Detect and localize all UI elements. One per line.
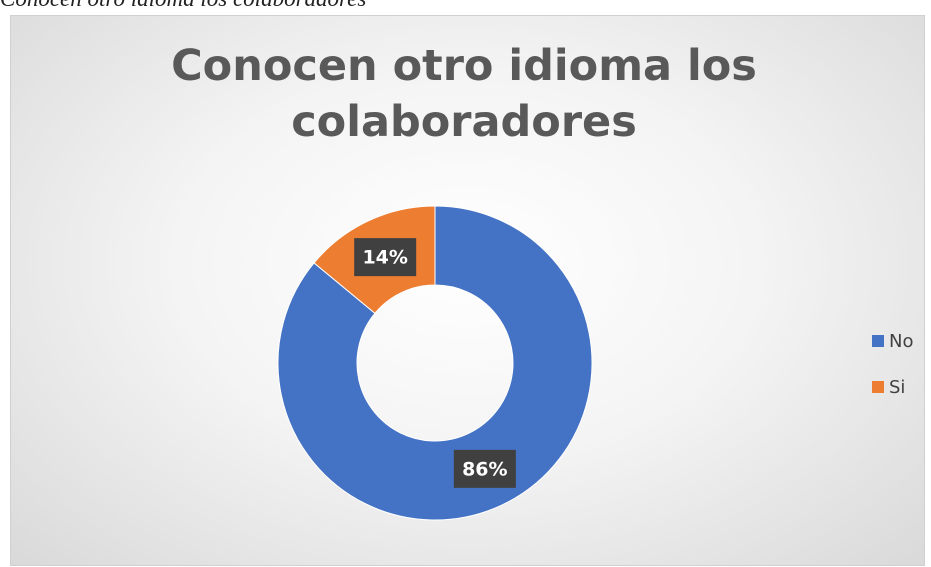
data-label: 86% bbox=[462, 458, 507, 480]
chart: 86% 14% No Si bbox=[277, 205, 913, 521]
chart-area: Conocen otro idioma los colaboradores 86… bbox=[10, 15, 925, 566]
caption: Conocen otro idioma los colaboradores bbox=[0, 0, 366, 12]
legend-label: No bbox=[889, 331, 913, 352]
doughnut-slice bbox=[277, 205, 593, 521]
chart-title: Conocen otro idioma los colaboradores bbox=[171, 41, 757, 147]
legend-swatch bbox=[872, 381, 884, 393]
legend-label: Si bbox=[889, 377, 905, 398]
data-label: 14% bbox=[362, 247, 407, 269]
legend-swatch bbox=[872, 335, 884, 347]
data-label-box bbox=[453, 449, 516, 488]
data-label-box bbox=[354, 238, 417, 277]
